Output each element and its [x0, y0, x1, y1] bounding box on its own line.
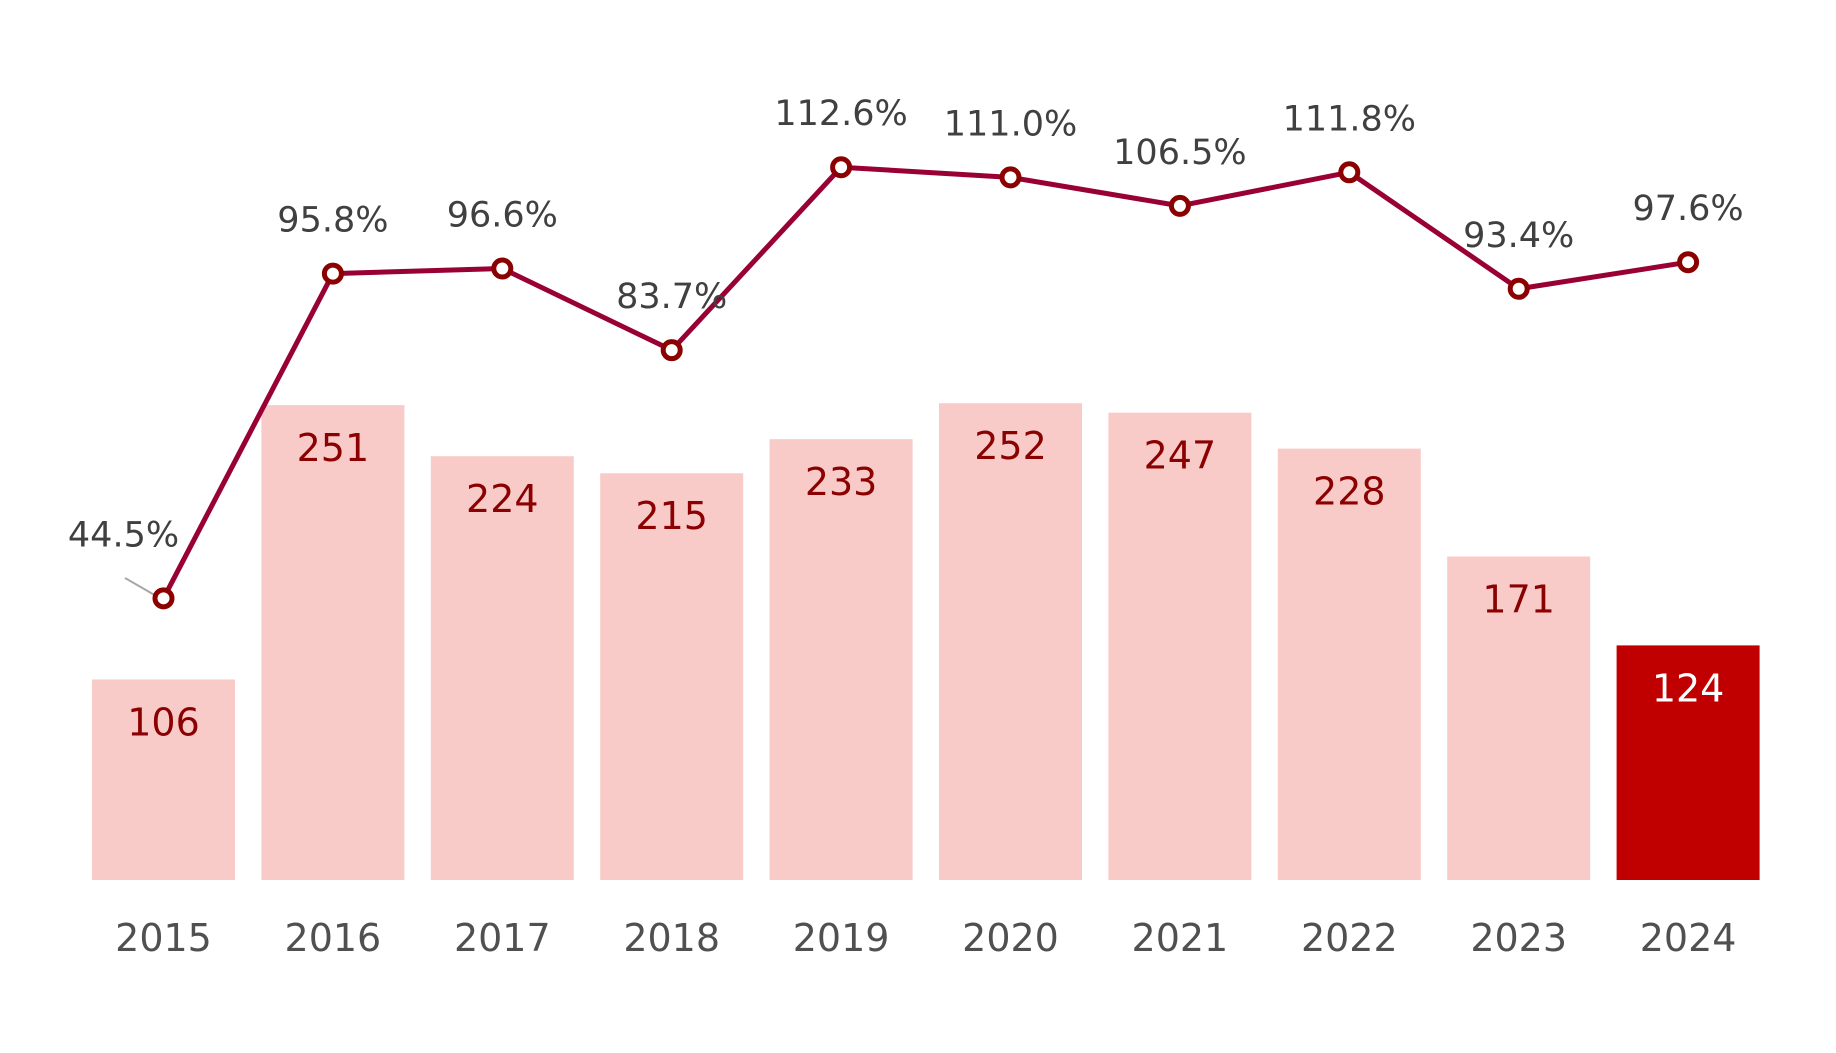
line-marker	[491, 257, 514, 280]
bar	[1447, 556, 1591, 880]
line-value-label: 111.0%	[944, 104, 1077, 144]
line-marker	[1168, 194, 1191, 217]
x-tick-label: 2018	[623, 916, 720, 960]
bar-value-label: 251	[297, 426, 370, 470]
line-marker	[660, 339, 683, 362]
bar-value-label: 247	[1144, 434, 1217, 478]
label-leader-line	[124, 577, 159, 598]
x-tick-label: 2024	[1640, 916, 1737, 960]
x-tick-label: 2017	[454, 916, 551, 960]
line-value-label: 97.6%	[1633, 189, 1744, 229]
line-series	[161, 164, 1689, 600]
bar-value-label: 228	[1313, 470, 1386, 514]
bar	[769, 439, 913, 880]
bar-value-label: 124	[1652, 666, 1725, 710]
line-marker	[321, 262, 344, 285]
line-marker	[999, 166, 1022, 189]
bar-value-label: 215	[635, 494, 708, 538]
bar	[600, 473, 744, 880]
bar	[430, 456, 574, 880]
bar-value-label: 224	[466, 477, 539, 521]
line-value-label: 106.5%	[1113, 133, 1246, 173]
line-value-label: 96.6%	[447, 196, 558, 236]
line-marker	[152, 587, 175, 610]
line-marker	[1507, 277, 1530, 300]
line-value-label: 83.7%	[616, 277, 727, 317]
bar	[1616, 645, 1760, 880]
x-tick-label: 2022	[1301, 916, 1398, 960]
line-marker	[830, 156, 853, 179]
bar-value-label: 171	[1482, 577, 1555, 621]
bar-value-label: 252	[974, 424, 1047, 468]
line-value-label: 111.8%	[1283, 99, 1416, 139]
bar	[1277, 448, 1421, 880]
line-value-label: 112.6%	[774, 94, 907, 134]
x-tick-label: 2023	[1470, 916, 1567, 960]
line-value-label: 44.5%	[68, 515, 179, 555]
bar	[92, 679, 235, 880]
line-value-label: 95.8%	[277, 201, 388, 241]
x-tick-label: 2016	[285, 916, 382, 960]
x-tick-label: 2019	[793, 916, 890, 960]
line-marker	[1677, 251, 1700, 274]
bar	[1108, 412, 1252, 880]
bar	[939, 403, 1082, 880]
x-tick-label: 2015	[115, 916, 212, 960]
bar-value-label: 233	[805, 460, 878, 504]
line-marker	[1338, 161, 1361, 184]
line-value-label: 93.4%	[1463, 216, 1574, 256]
bar	[261, 405, 405, 880]
x-tick-label: 2021	[1132, 916, 1229, 960]
x-tick-label: 2020	[962, 916, 1059, 960]
bar-value-label: 106	[127, 700, 200, 744]
